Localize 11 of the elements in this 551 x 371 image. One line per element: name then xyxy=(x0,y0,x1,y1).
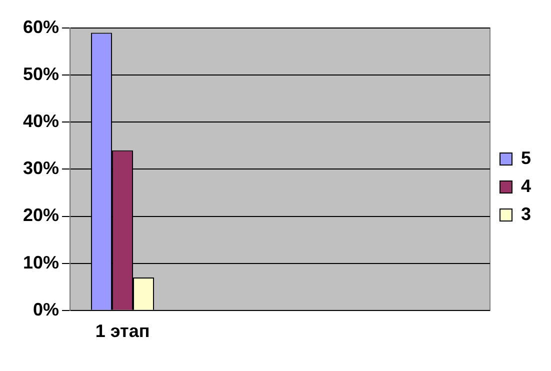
legend-label: 3 xyxy=(520,204,532,224)
y-tick-label: 60% xyxy=(22,16,60,37)
x-tick-label: 1 этап xyxy=(95,321,150,342)
y-tick-label: 30% xyxy=(22,158,60,178)
y-tick-label: 20% xyxy=(22,205,60,226)
y-tick-label: 50% xyxy=(22,64,60,84)
legend-label: 4 xyxy=(520,176,532,196)
y-tick-label: 10% xyxy=(22,252,60,272)
legend-label: 5 xyxy=(520,148,532,168)
y-tick-label: 0% xyxy=(33,299,60,320)
y-tick-label: 40% xyxy=(22,111,60,132)
